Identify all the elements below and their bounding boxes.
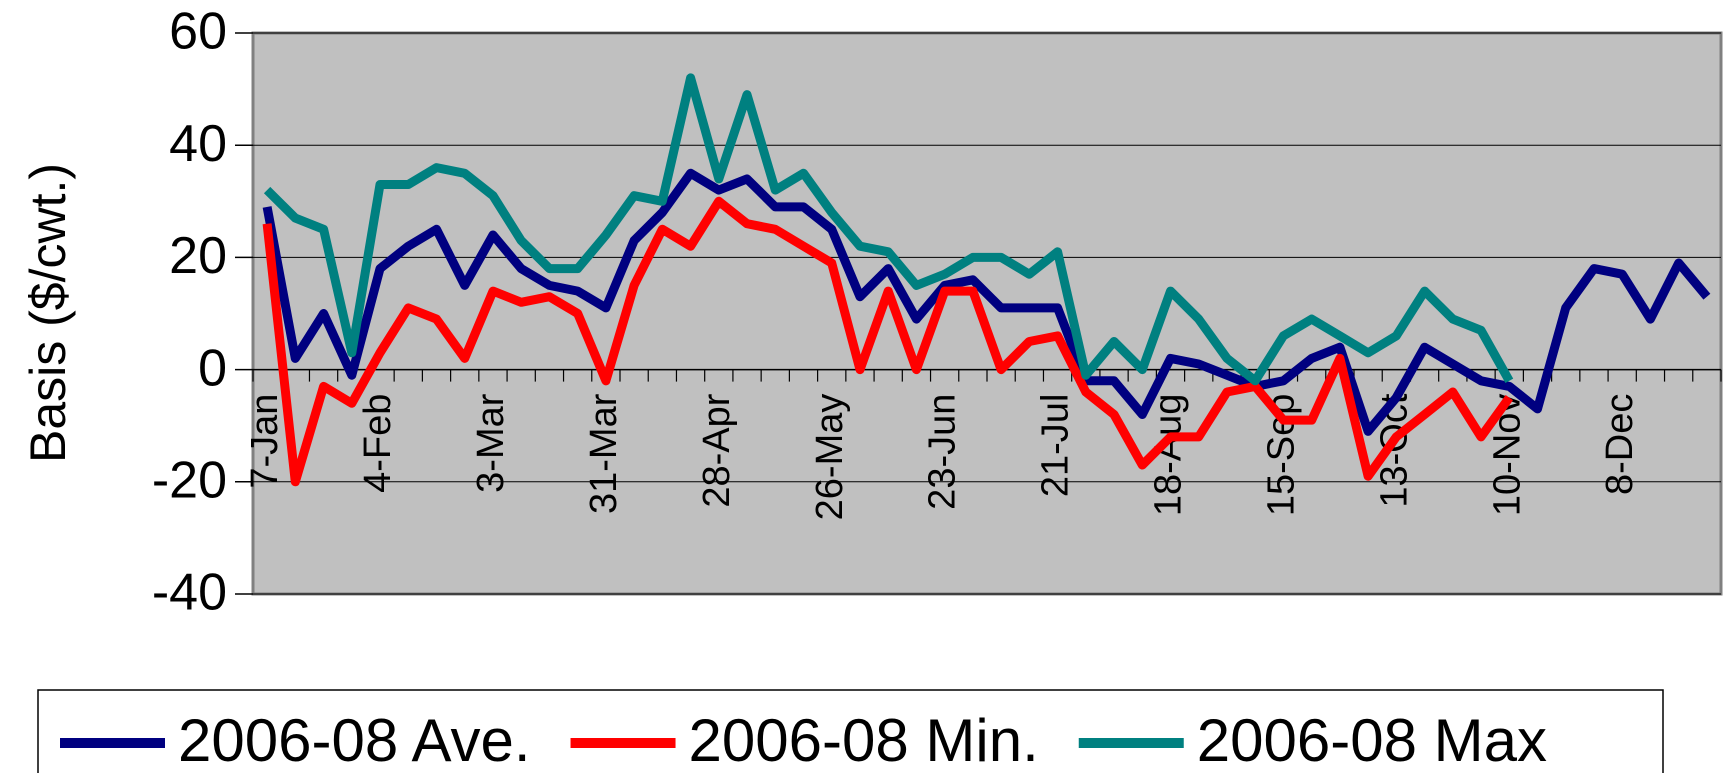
series-line bbox=[263, 73, 1514, 386]
x-tick-label: 21-Jul bbox=[1035, 394, 1077, 498]
legend-label: 2006-08 Max bbox=[1197, 707, 1547, 773]
y-tick-label: 40 bbox=[169, 115, 227, 173]
x-tick-label: 8-Dec bbox=[1599, 394, 1641, 495]
x-tick-label: 26-May bbox=[809, 394, 851, 521]
y-tick-label: 0 bbox=[198, 339, 227, 397]
legend-label: 2006-08 Ave. bbox=[178, 707, 531, 773]
y-tick-label: -20 bbox=[152, 452, 227, 510]
x-tick-label: 23-Jun bbox=[922, 394, 964, 510]
series-line bbox=[262, 196, 1513, 487]
y-tick-label: 20 bbox=[169, 227, 227, 285]
x-tick-label: 7-Jan bbox=[244, 394, 286, 489]
plot-area bbox=[251, 31, 1723, 596]
y-axis-label: Basis ($/cwt.) bbox=[20, 163, 76, 463]
y-tick-label: 60 bbox=[169, 3, 227, 61]
legend: 2006-08 Ave. 2006-08 Min. 2006-08 Max bbox=[37, 689, 1664, 773]
y-tick-label: -40 bbox=[152, 564, 227, 622]
x-tick-label: 31-Mar bbox=[583, 393, 625, 514]
series-line bbox=[262, 168, 1711, 436]
x-tick-label: 13-Oct bbox=[1373, 393, 1415, 507]
x-tick-label: 3-Mar bbox=[470, 393, 512, 493]
x-tick-label: 4-Feb bbox=[357, 394, 399, 493]
legend-label: 2006-08 Min. bbox=[689, 707, 1039, 773]
x-tick-label: 10-Nov bbox=[1486, 394, 1528, 516]
legend-box bbox=[37, 689, 1664, 773]
x-tick-label: 28-Apr bbox=[696, 393, 738, 507]
